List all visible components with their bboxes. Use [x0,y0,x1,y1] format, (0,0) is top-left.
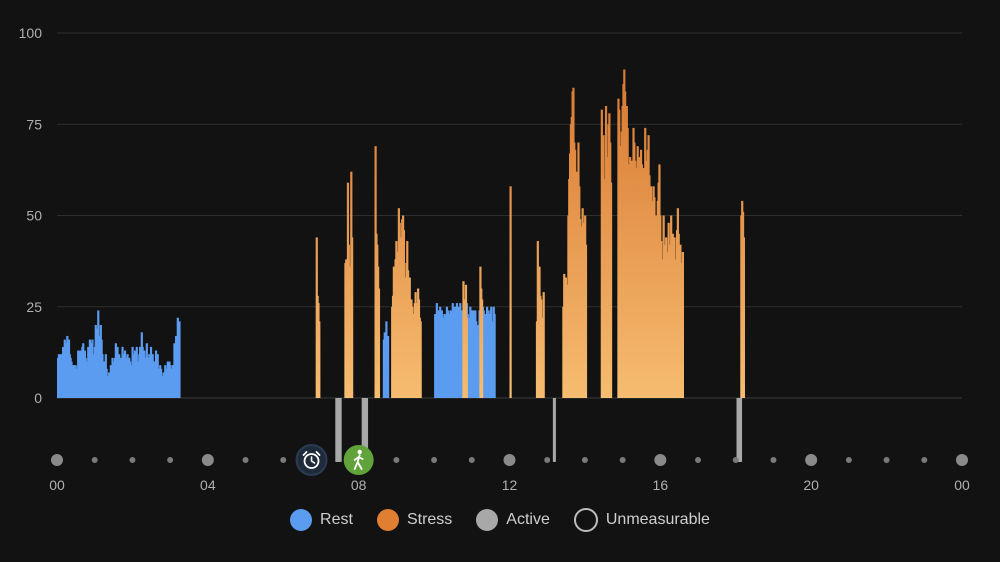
legend-label-stress: Stress [406,511,453,528]
y-axis-ticks: 100 75 50 25 0 [19,25,43,406]
timeline-major-dot [654,454,667,466]
x-tick-label: 20 [803,477,819,493]
x-tick-label: 04 [200,477,216,493]
legend-item-active: Active [476,508,550,532]
legend-label-unmeasurable: Unmeasurable [605,511,710,528]
timeline-minor-dot [280,457,287,463]
legend-label-rest: Rest [320,511,353,528]
timeline-minor-dot [91,457,98,463]
stress-bar [542,292,545,398]
x-tick-label: 16 [653,477,669,493]
stress-bar [465,317,468,398]
x-axis-ticks: 00 04 08 12 16 20 00 [49,477,970,493]
stress-bar [481,299,484,398]
timeline-minor-dot [242,457,249,463]
stress-bar [681,252,684,398]
timeline-minor-dot [167,457,174,463]
unmeasurable-swatch [573,508,598,532]
active-bar [365,398,369,462]
timeline-minor-dot [619,457,626,463]
legend-item-unmeasurable: Unmeasurable [573,508,710,532]
stress-bar [609,182,613,398]
alarm-clock-icon[interactable] [295,444,328,476]
stress-bar [584,244,588,398]
timeline-major-dot [805,454,818,466]
x-tick-label: 00 [954,477,970,493]
y-tick-label: 75 [26,116,42,132]
stress-chart: 100 75 50 25 0 00 04 08 12 16 20 00 [19,25,970,493]
legend-item-rest: Rest [290,508,353,532]
timeline-major-dot [51,454,63,466]
timeline-minor-dot [393,457,400,463]
y-tick-label: 25 [26,299,42,315]
rest-bar [111,357,114,398]
timeline-minor-dot [695,457,702,463]
stress-bar [377,288,381,398]
stress-bar [419,321,422,398]
stress-bar [318,321,321,398]
active-bar [339,398,342,462]
bars [57,69,745,462]
x-tick-label: 12 [502,477,518,493]
timeline-minor-dot [732,457,739,463]
legend-item-stress: Stress [376,508,453,532]
y-tick-label: 0 [34,390,42,406]
legend: Rest Stress Active Unmeasurable [0,508,1000,532]
y-tick-label: 100 [19,25,43,41]
timeline-minor-dot [431,457,438,463]
x-tick-label: 00 [49,477,65,493]
timeline-minor-dot [581,457,588,463]
active-swatch [476,509,499,531]
timeline-minor-dot [129,457,136,463]
timeline-minor-dot [770,457,777,463]
stress-bar [742,237,745,398]
rest-bar [178,321,181,398]
timeline-major-dot [201,454,214,466]
timeline-major-dot [503,454,516,466]
timeline-minor-dot [883,457,890,463]
stress-bar [509,186,512,398]
timeline-minor-dot [544,457,551,463]
timeline-major-dot [956,454,968,466]
active-bar [739,398,743,462]
rest-bar [493,314,496,398]
timeline [51,444,968,476]
walking-person-icon[interactable] [343,445,374,475]
stress-swatch [376,509,399,531]
timeline-minor-dot [845,457,852,463]
y-tick-label: 50 [26,208,42,224]
active-bar [553,398,556,462]
stress-bar [351,237,354,398]
x-tick-label: 08 [351,477,367,493]
timeline-minor-dot [921,457,928,463]
rest-swatch [290,509,313,531]
rest-bar [386,335,390,398]
timeline-minor-dot [468,457,475,463]
legend-label-active: Active [506,511,550,528]
